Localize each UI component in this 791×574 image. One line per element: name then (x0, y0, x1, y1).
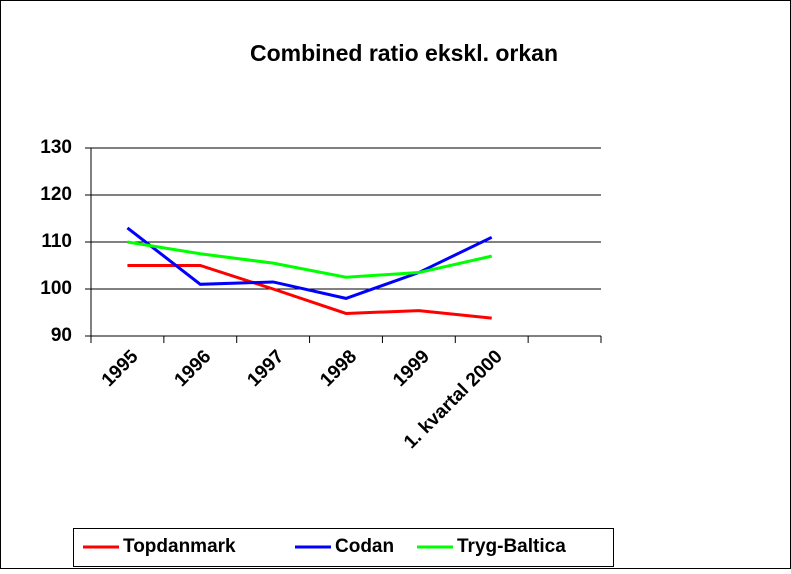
series-line (127, 240, 493, 279)
y-tick-label: 130 (40, 137, 72, 158)
y-tick-label: 90 (51, 325, 72, 346)
y-tick-label: 110 (41, 231, 72, 252)
legend-label: Topdanmark (123, 536, 236, 557)
chart-title: Combined ratio ekskl. orkan (250, 40, 558, 66)
legend-label: Tryg-Baltica (457, 536, 566, 557)
series-line (126, 226, 493, 300)
legend-label: Codan (335, 536, 394, 557)
series-line (127, 264, 492, 320)
legend-box (73, 528, 614, 567)
y-tick-label: 120 (40, 184, 72, 205)
y-tick-label: 100 (40, 278, 72, 299)
